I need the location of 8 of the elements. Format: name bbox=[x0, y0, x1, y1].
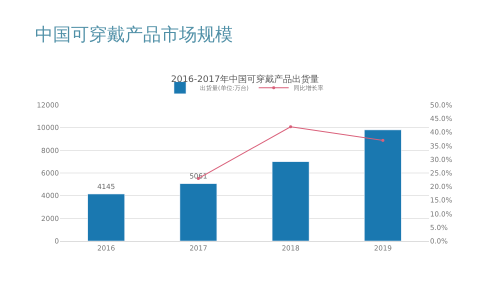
chart-subtitle: 2016-2017年中国可穿戴产品出货量 bbox=[171, 74, 320, 85]
bar bbox=[364, 130, 402, 241]
bar bbox=[87, 194, 125, 241]
bar bbox=[180, 183, 218, 241]
point bbox=[289, 125, 292, 128]
chart-title: 中国可穿戴产品市场规模 bbox=[34, 24, 233, 46]
bar bbox=[272, 161, 310, 241]
point bbox=[381, 138, 384, 142]
